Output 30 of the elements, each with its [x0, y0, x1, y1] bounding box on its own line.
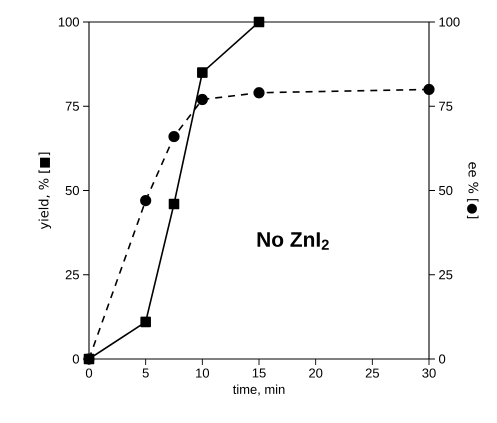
point	[196, 94, 208, 106]
point	[423, 84, 435, 95]
y-tick-label: 100	[58, 17, 79, 27]
x-tick-label: 5	[142, 368, 149, 378]
point	[168, 130, 180, 142]
y2-tick-label: 0	[439, 354, 446, 364]
y2-tick-label: 75	[439, 102, 452, 111]
y-tick-label: 75	[66, 102, 79, 111]
point	[168, 198, 180, 210]
point	[253, 87, 265, 98]
x-tick-label: 20	[309, 368, 322, 378]
y-axis-title: yield, % [■]	[38, 152, 52, 230]
y2-tick-label: 25	[439, 270, 452, 280]
x-tick-label: 15	[252, 368, 266, 378]
y-tick-label: 50	[66, 186, 79, 196]
x-tick-label: 0	[86, 368, 92, 378]
y-tick-label: 25	[66, 270, 79, 280]
point	[254, 16, 264, 28]
x-tick-label: 10	[196, 368, 210, 378]
y2-axis-title: ee % [●]	[466, 162, 478, 218]
x-tick-label: 30	[422, 368, 436, 378]
x-axis-title: time, min	[232, 384, 284, 396]
y-tick-label: 0	[72, 354, 79, 364]
x-tick-label: 25	[366, 368, 379, 378]
y2-tick-label: 100	[439, 17, 460, 27]
y2-tick-label: 50	[439, 186, 452, 196]
point	[197, 67, 208, 78]
point	[140, 195, 152, 206]
annotation: No ZnI$_{2}$	[258, 232, 329, 250]
point	[140, 316, 151, 328]
